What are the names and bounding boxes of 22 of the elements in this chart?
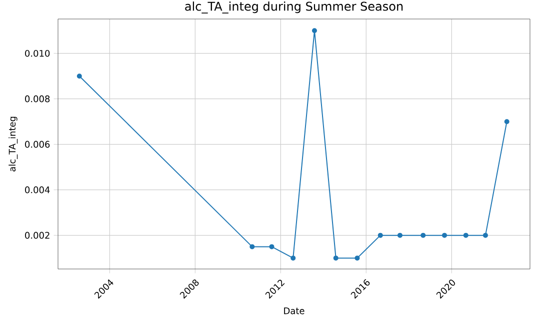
point (290, 256, 296, 261)
point (442, 232, 447, 238)
x-axis-title: Date (284, 308, 304, 314)
point (333, 256, 338, 261)
point (269, 244, 274, 250)
point (378, 232, 383, 238)
point (250, 244, 255, 250)
point (312, 28, 317, 34)
y-tick-label: 0.010 (25, 50, 50, 57)
point (420, 232, 426, 238)
y-tick-label: 0.006 (25, 140, 50, 148)
y-tick-label: 0.008 (25, 95, 50, 102)
y-axis-title: alc_TA_integ (8, 116, 18, 172)
point (354, 256, 360, 261)
chart-title: alc_TA_integ during Summer Season (185, 2, 403, 14)
point (463, 232, 468, 238)
point (504, 119, 510, 124)
point (397, 232, 402, 238)
point (76, 74, 82, 79)
point (482, 232, 488, 238)
y-tick-label: 0.004 (25, 186, 50, 194)
y-tick-label: 0.002 (25, 232, 50, 239)
